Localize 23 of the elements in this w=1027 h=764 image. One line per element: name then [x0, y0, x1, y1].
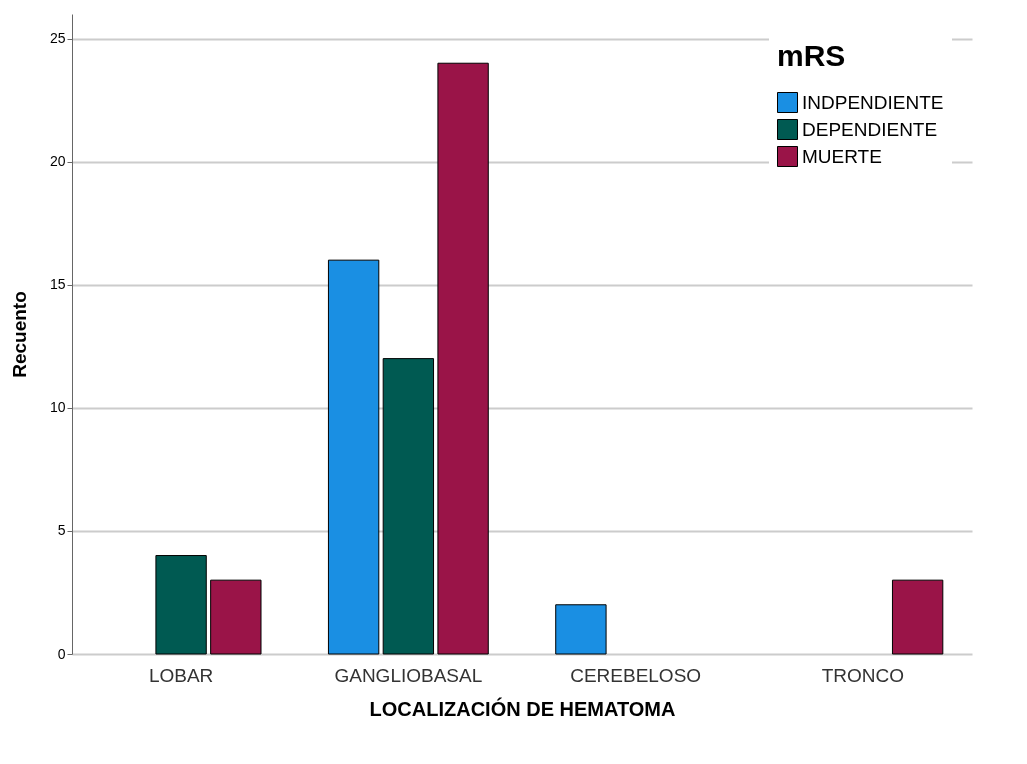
bar — [210, 579, 262, 655]
bar — [382, 358, 435, 655]
x-tick-label: GANGLIOBASAL — [334, 664, 483, 686]
x-tick-label: TRONCO — [821, 664, 905, 686]
y-axis-title: Recuento — [8, 291, 30, 378]
y-tick-label: 15 — [49, 276, 66, 293]
y-tick-label: 20 — [49, 153, 66, 170]
x-tick-label: CEREBELOSO — [570, 664, 702, 686]
y-tick-label: 10 — [49, 399, 66, 416]
bar — [891, 579, 944, 655]
x-axis-title: LOCALIZACIÓN DE HEMATOMA — [369, 696, 676, 720]
y-tick-label: 25 — [49, 30, 66, 47]
bar — [555, 604, 607, 655]
y-tick-label: 5 — [57, 522, 66, 539]
legend-label: DEPENDIENTE — [802, 118, 938, 140]
legend-title: mRS — [777, 39, 846, 72]
bar — [437, 62, 489, 655]
bar — [327, 259, 380, 655]
legend-label: INDPENDIENTE — [802, 91, 944, 113]
bar — [155, 555, 207, 655]
x-tick-label: LOBAR — [148, 664, 214, 686]
legend-label: MUERTE — [802, 145, 882, 167]
y-tick-label: 0 — [57, 645, 66, 662]
